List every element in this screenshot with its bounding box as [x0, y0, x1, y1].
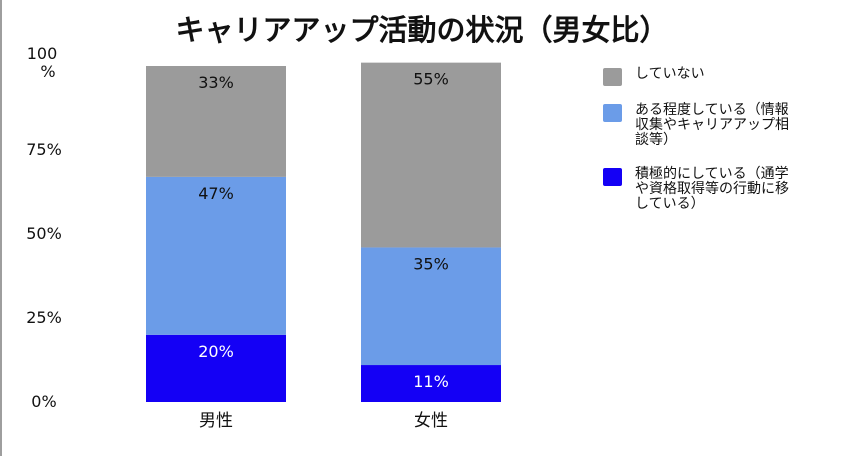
- svg-text:50%: 50%: [26, 224, 62, 243]
- legend-swatch: [603, 68, 622, 86]
- data-label: 55%: [413, 70, 449, 89]
- y-tick-label: 75%: [26, 140, 62, 159]
- x-tick-label: 男性: [199, 411, 233, 431]
- y-tick-label: 50%: [26, 224, 62, 243]
- x-axis: 男性 女性: [199, 411, 448, 431]
- y-tick-label: 25%: [26, 308, 62, 327]
- legend-swatch: [603, 168, 622, 186]
- legend-label: ある程度している（情報収集やキャリアアップ相談等）: [635, 102, 789, 148]
- bars: 20% 47% 33% 11% 35% 55%: [146, 63, 501, 402]
- x-tick-label: 女性: [414, 411, 448, 431]
- legend-swatch: [603, 104, 622, 122]
- data-label: 35%: [413, 254, 449, 273]
- bar-segment: [361, 63, 501, 248]
- svg-text:%: %: [40, 62, 55, 81]
- data-label: 47%: [198, 184, 234, 203]
- svg-text:0%: 0%: [31, 392, 56, 411]
- legend-label: 積極的にしている（通学や資格取得等の行動に移している）: [635, 166, 789, 212]
- svg-text:75%: 75%: [26, 140, 62, 159]
- svg-text:100: 100: [27, 44, 58, 63]
- data-label: 33%: [198, 73, 234, 92]
- y-tick-label: 100%: [27, 44, 58, 81]
- svg-text:25%: 25%: [26, 308, 62, 327]
- chart-title: キャリアアップ活動の状況（男女比）: [175, 13, 668, 47]
- data-label: 20%: [198, 342, 234, 361]
- legend-label: していない: [635, 66, 705, 82]
- data-label: 11%: [413, 372, 449, 391]
- y-tick-label: 0%: [31, 392, 56, 411]
- y-axis: 0% 25% 50% 75% 100%: [26, 44, 62, 411]
